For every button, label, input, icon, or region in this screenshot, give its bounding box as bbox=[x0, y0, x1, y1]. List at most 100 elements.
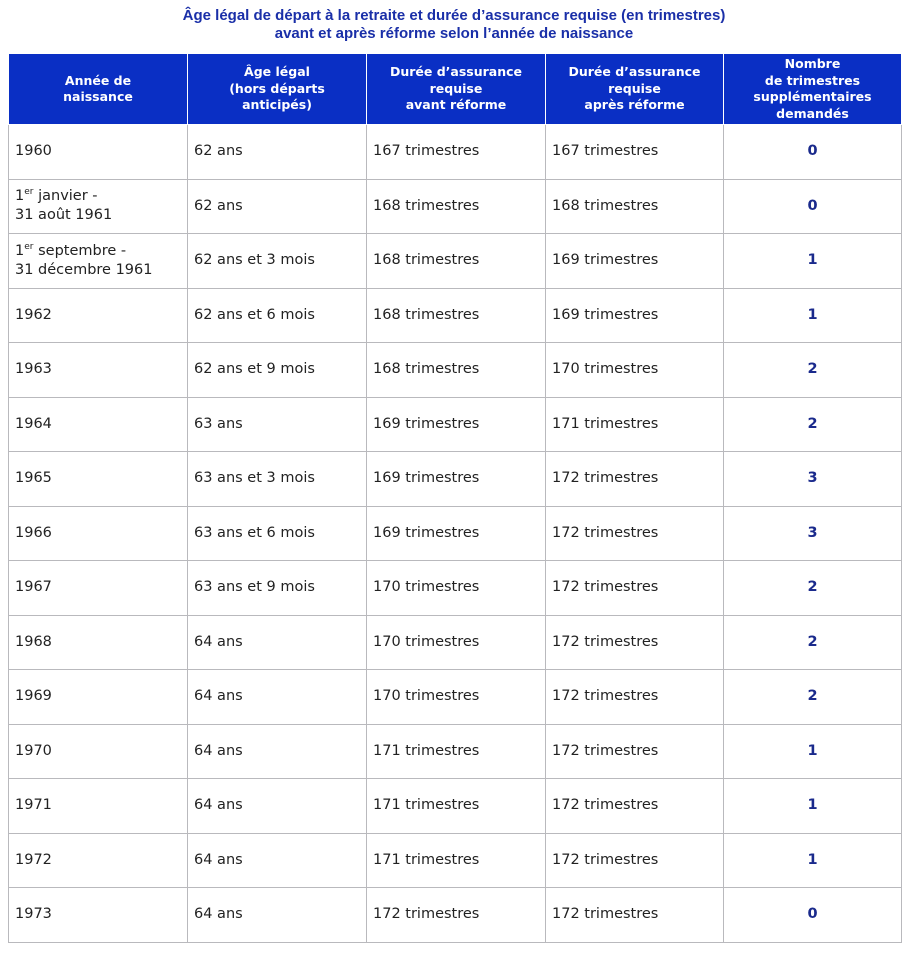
cell-text: 1969 bbox=[15, 688, 52, 705]
table-cell: 1968 bbox=[8, 614, 188, 670]
header-text: Année de bbox=[64, 72, 132, 88]
cell-text: 171 trimestres bbox=[373, 797, 480, 814]
extra-quarters: 2 bbox=[807, 415, 818, 432]
cell-text: 62 ans et 3 mois bbox=[194, 252, 315, 269]
ordinal-suffix: er bbox=[24, 187, 34, 198]
cell-text: 171 trimestres bbox=[373, 851, 480, 868]
cell-text: 172 trimestres bbox=[552, 688, 659, 705]
cell-text: 63 ans et 6 mois bbox=[194, 524, 315, 541]
cell-text: 168 trimestres bbox=[373, 306, 480, 323]
table-row: 1969 64 ans 170 trimestres 172 trimestres 2 bbox=[8, 669, 902, 725]
table-cell: 62 ans bbox=[187, 178, 367, 234]
cell-text: 62 ans bbox=[194, 143, 243, 160]
table-cell: 1 bbox=[723, 233, 902, 289]
cell-text: 169 trimestres bbox=[552, 252, 659, 269]
cell-text: 63 ans et 3 mois bbox=[194, 470, 315, 487]
table-cell: 169 trimestres bbox=[545, 287, 724, 343]
cell-text: 62 ans et 6 mois bbox=[194, 306, 315, 323]
table-row: 1964 63 ans 169 trimestres 171 trimestres 2 bbox=[8, 396, 902, 452]
cell-text: 64 ans bbox=[194, 851, 243, 868]
title: Âge légal de départ à la retraite et dur… bbox=[0, 7, 908, 43]
header-text: demandés bbox=[776, 105, 849, 121]
table-cell: 169 trimestres bbox=[366, 396, 546, 452]
cell-text: 172 trimestres bbox=[373, 906, 480, 923]
table-cell: 3 bbox=[723, 451, 902, 507]
extra-quarters: 1 bbox=[807, 797, 818, 814]
cell-text: 169 trimestres bbox=[373, 470, 480, 487]
cell-text: 172 trimestres bbox=[552, 742, 659, 759]
table-cell: 172 trimestres bbox=[545, 887, 724, 943]
table-cell: 172 trimestres bbox=[545, 614, 724, 670]
cell-text: 1972 bbox=[15, 851, 52, 868]
extra-quarters: 2 bbox=[807, 688, 818, 705]
extra-quarters: 2 bbox=[807, 579, 818, 596]
cell-text: 169 trimestres bbox=[373, 524, 480, 541]
cell-text: 1973 bbox=[15, 906, 52, 923]
cell-text: septembre - bbox=[33, 242, 127, 259]
extra-quarters: 2 bbox=[807, 633, 818, 650]
cell-text: 64 ans bbox=[194, 906, 243, 923]
cell-text: 171 trimestres bbox=[373, 742, 480, 759]
table-row: 1960 62 ans 167 trimestres 167 trimestres 0 bbox=[8, 124, 902, 180]
extra-quarters: 1 bbox=[807, 252, 818, 269]
extra-quarters: 1 bbox=[807, 742, 818, 759]
header-text: (hors départs bbox=[229, 80, 325, 96]
table-cell: 0 bbox=[723, 178, 902, 234]
table-cell: 2 bbox=[723, 342, 902, 398]
header-text: Âge légal bbox=[244, 64, 310, 80]
table-row: 1963 62 ans et 9 mois 168 trimestres 170 tr… bbox=[8, 342, 902, 398]
cell-text: 169 trimestres bbox=[373, 415, 480, 432]
cell-text: 1970 bbox=[15, 742, 52, 759]
table-cell: 2 bbox=[723, 669, 902, 725]
table-cell: 172 trimestres bbox=[545, 560, 724, 616]
header-cell: Année de naissance bbox=[8, 53, 188, 125]
table-cell: 172 trimestres bbox=[545, 723, 724, 779]
table-cell: 63 ans et 3 mois bbox=[187, 451, 367, 507]
cell-text: 172 trimestres bbox=[552, 524, 659, 541]
table-cell: 168 trimestres bbox=[366, 287, 546, 343]
cell-text: 64 ans bbox=[194, 742, 243, 759]
cell-line: 1er janvier - bbox=[15, 187, 181, 206]
table-cell: 167 trimestres bbox=[366, 124, 546, 180]
cell-text: 64 ans bbox=[194, 633, 243, 650]
header-cell: Durée d’assurance requise avant réforme bbox=[366, 53, 546, 125]
cell-text: 167 trimestres bbox=[552, 143, 659, 160]
cell-text: 167 trimestres bbox=[373, 143, 480, 160]
cell-text: 1964 bbox=[15, 415, 52, 432]
extra-quarters: 1 bbox=[807, 851, 818, 868]
table-cell: 170 trimestres bbox=[366, 669, 546, 725]
cell-text: 62 ans bbox=[194, 197, 243, 214]
cell-text: 172 trimestres bbox=[552, 579, 659, 596]
cell-text: 1960 bbox=[15, 143, 52, 160]
table-row: 1966 63 ans et 6 mois 169 trimestres 172 tr… bbox=[8, 505, 902, 561]
cell-text: 172 trimestres bbox=[552, 470, 659, 487]
cell-line: 31 décembre 1961 bbox=[15, 261, 153, 278]
header-text: après réforme bbox=[584, 97, 685, 113]
header-text: requise bbox=[429, 80, 483, 96]
cell-text: 1963 bbox=[15, 361, 52, 378]
table-cell: 170 trimestres bbox=[366, 560, 546, 616]
table-cell: 1966 bbox=[8, 505, 188, 561]
table-cell: 1965 bbox=[8, 451, 188, 507]
cell-text: 64 ans bbox=[194, 688, 243, 705]
table-cell: 1967 bbox=[8, 560, 188, 616]
table-cell: 62 ans bbox=[187, 124, 367, 180]
table-cell: 172 trimestres bbox=[545, 778, 724, 834]
cell-text: 170 trimestres bbox=[373, 688, 480, 705]
cell-text: 1966 bbox=[15, 524, 52, 541]
table-cell: 169 trimestres bbox=[366, 451, 546, 507]
table-cell: 1 bbox=[723, 778, 902, 834]
table-cell: 172 trimestres bbox=[545, 505, 724, 561]
cell-text: 62 ans et 9 mois bbox=[194, 361, 315, 378]
header-cell: Durée d’assurance requise après réforme bbox=[545, 53, 724, 125]
table-cell: 1969 bbox=[8, 669, 188, 725]
table-cell: 0 bbox=[723, 887, 902, 943]
table-cell: 1er septembre -31 décembre 1961 bbox=[8, 233, 188, 289]
table-row: 1967 63 ans et 9 mois 170 trimestres 172 tr… bbox=[8, 560, 902, 616]
table-cell: 168 trimestres bbox=[366, 178, 546, 234]
title-line: avant et après réforme selon l’année de … bbox=[274, 25, 634, 42]
table-row: 1962 62 ans et 6 mois 168 trimestres 169 tr… bbox=[8, 287, 902, 343]
cell-text: 168 trimestres bbox=[373, 197, 480, 214]
table-cell: 171 trimestres bbox=[366, 832, 546, 888]
